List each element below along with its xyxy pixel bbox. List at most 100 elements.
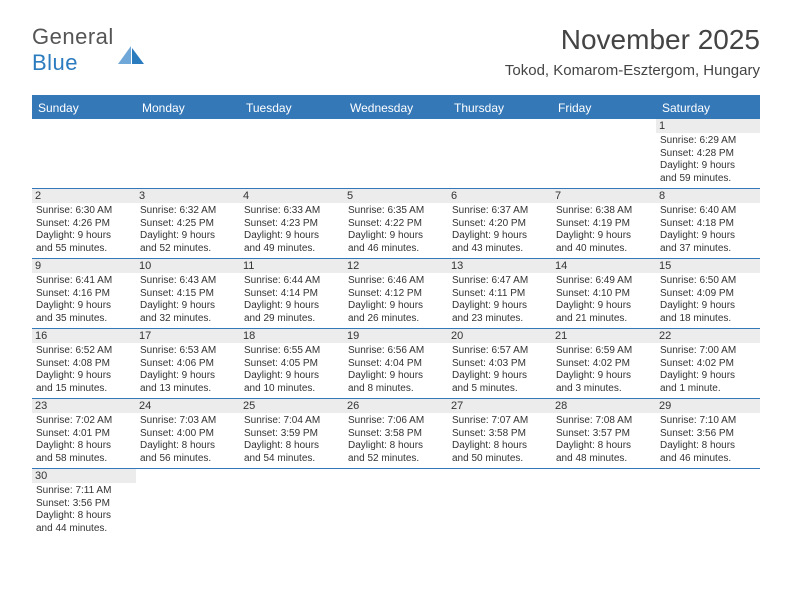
day-info-line: and 49 minutes. (244, 243, 340, 256)
day-info-line: Sunrise: 6:50 AM (660, 275, 756, 288)
day-info-line: Sunrise: 7:10 AM (660, 415, 756, 428)
day-info-line: and 8 minutes. (348, 383, 444, 396)
day-info-line: Daylight: 8 hours (348, 440, 444, 453)
day-cell: 13Sunrise: 6:47 AMSunset: 4:11 PMDayligh… (448, 259, 552, 328)
week-row: 2Sunrise: 6:30 AMSunset: 4:26 PMDaylight… (32, 189, 760, 259)
day-info-line: and 50 minutes. (452, 453, 548, 466)
day-cell: 23Sunrise: 7:02 AMSunset: 4:01 PMDayligh… (32, 399, 136, 468)
day-info-line: Daylight: 9 hours (244, 230, 340, 243)
day-cell: 11Sunrise: 6:44 AMSunset: 4:14 PMDayligh… (240, 259, 344, 328)
day-info: Sunrise: 6:32 AMSunset: 4:25 PMDaylight:… (140, 205, 236, 255)
day-info-line: Sunrise: 6:32 AM (140, 205, 236, 218)
weekday-header: Sunday (32, 97, 136, 119)
day-cell: 22Sunrise: 7:00 AMSunset: 4:02 PMDayligh… (656, 329, 760, 398)
day-cell (448, 119, 552, 188)
day-info-line: Daylight: 9 hours (36, 300, 132, 313)
day-info-line: Sunrise: 6:56 AM (348, 345, 444, 358)
weekday-header: Friday (552, 97, 656, 119)
day-info: Sunrise: 6:43 AMSunset: 4:15 PMDaylight:… (140, 275, 236, 325)
day-info-line: and 40 minutes. (556, 243, 652, 256)
day-info-line: Sunset: 3:58 PM (348, 428, 444, 441)
day-info: Sunrise: 7:11 AMSunset: 3:56 PMDaylight:… (36, 485, 132, 535)
day-cell (448, 469, 552, 538)
day-info-line: Sunset: 4:06 PM (140, 358, 236, 371)
day-cell (552, 469, 656, 538)
day-info-line: Sunset: 4:14 PM (244, 288, 340, 301)
day-info-line: Sunrise: 7:00 AM (660, 345, 756, 358)
day-cell: 26Sunrise: 7:06 AMSunset: 3:58 PMDayligh… (344, 399, 448, 468)
day-cell: 25Sunrise: 7:04 AMSunset: 3:59 PMDayligh… (240, 399, 344, 468)
day-info-line: and 52 minutes. (140, 243, 236, 256)
day-info-line: Sunrise: 7:07 AM (452, 415, 548, 428)
weekday-header: Thursday (448, 97, 552, 119)
day-info-line: Daylight: 9 hours (556, 230, 652, 243)
day-info-line: Sunrise: 7:06 AM (348, 415, 444, 428)
day-info-line: and 37 minutes. (660, 243, 756, 256)
day-info-line: Sunset: 4:01 PM (36, 428, 132, 441)
day-info-line: and 29 minutes. (244, 313, 340, 326)
day-number: 20 (448, 329, 552, 343)
day-info: Sunrise: 7:04 AMSunset: 3:59 PMDaylight:… (244, 415, 340, 465)
weekday-header: Tuesday (240, 97, 344, 119)
day-info-line: Daylight: 9 hours (452, 300, 548, 313)
day-info-line: and 21 minutes. (556, 313, 652, 326)
logo-sail-icon (118, 46, 144, 64)
week-row: 16Sunrise: 6:52 AMSunset: 4:08 PMDayligh… (32, 329, 760, 399)
day-info-line: Daylight: 9 hours (244, 300, 340, 313)
day-cell: 5Sunrise: 6:35 AMSunset: 4:22 PMDaylight… (344, 189, 448, 258)
day-info-line: and 59 minutes. (660, 173, 756, 186)
day-number: 17 (136, 329, 240, 343)
day-cell (344, 119, 448, 188)
day-info-line: Sunrise: 6:29 AM (660, 135, 756, 148)
day-info-line: Daylight: 9 hours (348, 230, 444, 243)
day-info: Sunrise: 6:49 AMSunset: 4:10 PMDaylight:… (556, 275, 652, 325)
day-info-line: Sunrise: 7:04 AM (244, 415, 340, 428)
day-number: 27 (448, 399, 552, 413)
day-info-line: Sunrise: 6:55 AM (244, 345, 340, 358)
day-info: Sunrise: 6:55 AMSunset: 4:05 PMDaylight:… (244, 345, 340, 395)
weekday-header: Monday (136, 97, 240, 119)
day-info-line: Sunrise: 6:46 AM (348, 275, 444, 288)
day-info: Sunrise: 6:57 AMSunset: 4:03 PMDaylight:… (452, 345, 548, 395)
day-info: Sunrise: 6:56 AMSunset: 4:04 PMDaylight:… (348, 345, 444, 395)
day-info: Sunrise: 6:35 AMSunset: 4:22 PMDaylight:… (348, 205, 444, 255)
day-info-line: Daylight: 8 hours (556, 440, 652, 453)
weekday-header-row: SundayMondayTuesdayWednesdayThursdayFrid… (32, 97, 760, 119)
day-cell (32, 119, 136, 188)
day-info-line: Sunrise: 7:02 AM (36, 415, 132, 428)
day-info-line: and 35 minutes. (36, 313, 132, 326)
day-number: 30 (32, 469, 136, 483)
day-info-line: Daylight: 9 hours (660, 160, 756, 173)
day-info-line: and 18 minutes. (660, 313, 756, 326)
day-info-line: Sunset: 4:20 PM (452, 218, 548, 231)
day-cell: 1Sunrise: 6:29 AMSunset: 4:28 PMDaylight… (656, 119, 760, 188)
day-info-line: Daylight: 9 hours (140, 300, 236, 313)
day-info-line: Daylight: 8 hours (244, 440, 340, 453)
day-info-line: Daylight: 9 hours (36, 230, 132, 243)
day-number: 7 (552, 189, 656, 203)
day-info: Sunrise: 6:47 AMSunset: 4:11 PMDaylight:… (452, 275, 548, 325)
day-info-line: and 58 minutes. (36, 453, 132, 466)
month-title: November 2025 (505, 24, 760, 56)
day-cell (136, 469, 240, 538)
day-info-line: Sunrise: 6:33 AM (244, 205, 340, 218)
day-cell: 15Sunrise: 6:50 AMSunset: 4:09 PMDayligh… (656, 259, 760, 328)
day-info-line: and 10 minutes. (244, 383, 340, 396)
day-number: 4 (240, 189, 344, 203)
week-row: 9Sunrise: 6:41 AMSunset: 4:16 PMDaylight… (32, 259, 760, 329)
day-info: Sunrise: 7:07 AMSunset: 3:58 PMDaylight:… (452, 415, 548, 465)
weekday-header: Saturday (656, 97, 760, 119)
day-info-line: Sunset: 3:58 PM (452, 428, 548, 441)
day-info-line: Sunrise: 6:37 AM (452, 205, 548, 218)
day-cell: 19Sunrise: 6:56 AMSunset: 4:04 PMDayligh… (344, 329, 448, 398)
day-info-line: Sunrise: 6:35 AM (348, 205, 444, 218)
day-number: 1 (656, 119, 760, 133)
day-info-line: Sunset: 4:04 PM (348, 358, 444, 371)
day-number: 21 (552, 329, 656, 343)
day-info: Sunrise: 6:53 AMSunset: 4:06 PMDaylight:… (140, 345, 236, 395)
day-cell (240, 119, 344, 188)
header: General Blue November 2025 Tokod, Komaro… (0, 0, 792, 87)
week-row: 23Sunrise: 7:02 AMSunset: 4:01 PMDayligh… (32, 399, 760, 469)
day-number: 2 (32, 189, 136, 203)
day-info-line: Daylight: 9 hours (660, 230, 756, 243)
